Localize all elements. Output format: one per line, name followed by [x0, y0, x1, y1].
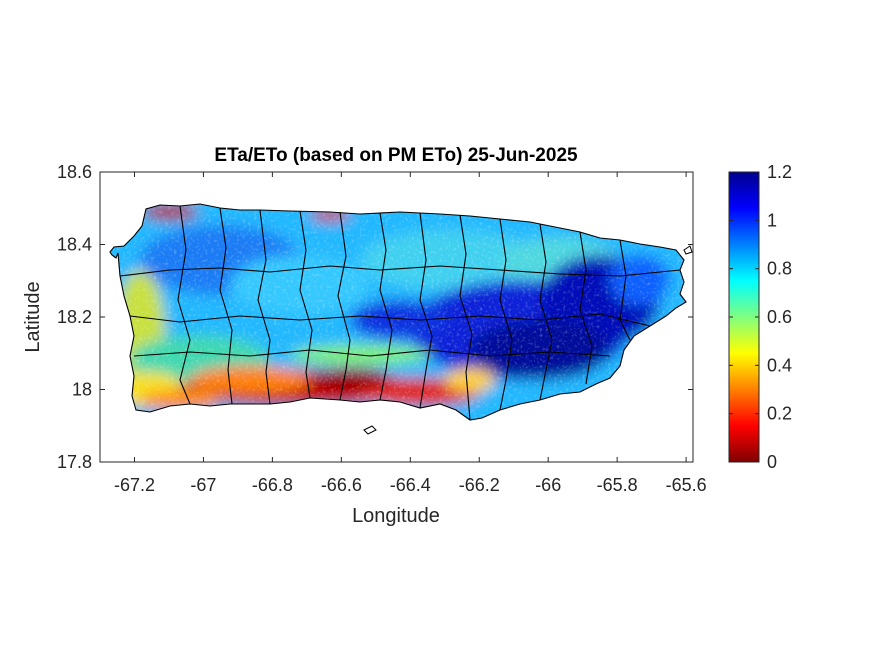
colorbar-tick-label: 0.4 — [767, 355, 792, 375]
municipal-boundaries — [109, 203, 687, 421]
y-ticks: 17.8 18 18.2 18.4 18.6 — [57, 162, 693, 472]
x-tick-label: -66.8 — [252, 475, 293, 495]
x-ticks: -67.2 -67 -66.8 -66.6 -66.4 -66.2 -66 -65.8 -65.… — [114, 172, 707, 495]
y-tick-label: 18 — [72, 380, 92, 400]
offshore-island — [683, 245, 693, 255]
colorbar-tick-label: 0.6 — [767, 307, 792, 327]
y-axis-label: Latitude — [22, 281, 44, 352]
y-tick-label: 18.2 — [57, 307, 92, 327]
x-tick-label: -66 — [535, 475, 561, 495]
colorbar-ticks: 0 0.2 0.4 0.6 0.8 1 1.2 — [729, 162, 792, 472]
colorbar-tick-label: 0.2 — [767, 404, 792, 424]
map-title: ETa/ETo (based on PM ETo) 25-Jun-2025 — [214, 145, 578, 166]
x-tick-label: -66.4 — [390, 475, 431, 495]
y-tick-label: 18.4 — [57, 235, 92, 255]
colorbar-tick-label: 0 — [767, 452, 777, 472]
x-tick-label: -66.6 — [321, 475, 362, 495]
colorbar-tick-label: 0.8 — [767, 259, 792, 279]
x-tick-label: -66.2 — [459, 475, 500, 495]
x-tick-label: -67 — [190, 475, 216, 495]
y-tick-label: 17.8 — [57, 452, 92, 472]
colorbar — [728, 171, 760, 463]
colorbar-tick-label: 1.2 — [767, 162, 792, 182]
colorbar-tick-label: 1 — [767, 210, 777, 230]
y-tick-label: 18.6 — [57, 162, 92, 182]
x-tick-label: -65.6 — [666, 475, 707, 495]
x-tick-label: -67.2 — [114, 475, 155, 495]
x-axis-label: Longitude — [352, 505, 440, 527]
x-tick-label: -65.8 — [597, 475, 638, 495]
offshore-island — [363, 425, 377, 435]
